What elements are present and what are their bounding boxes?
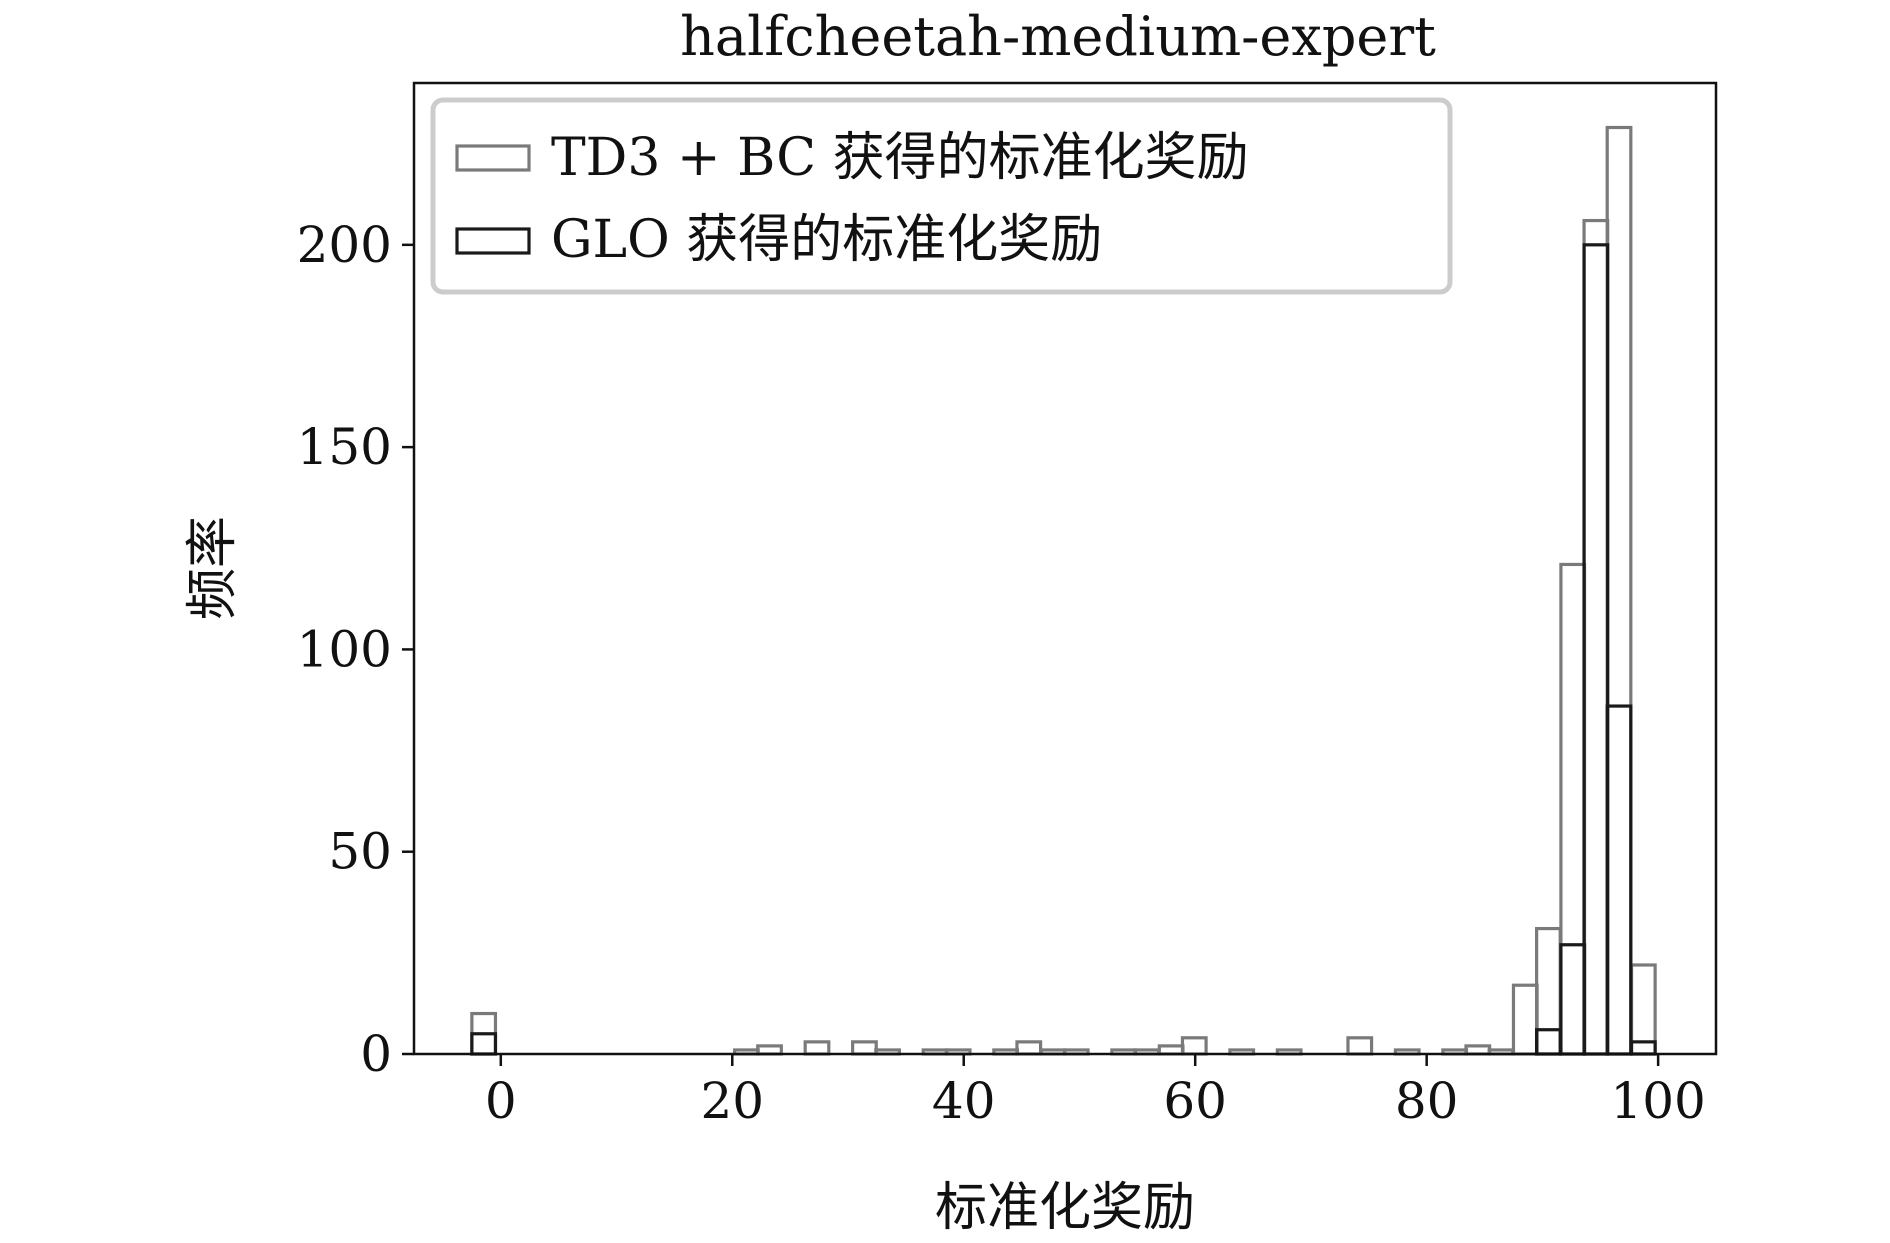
bar-series-0-bin-18	[1346, 1036, 1374, 1056]
bar-series-1-bin-4	[1605, 704, 1633, 1056]
y-tick-label-200: 200	[297, 216, 392, 274]
bar-series-0-bin-27	[1605, 125, 1633, 1056]
legend: TD3 + BC 获得的标准化奖励 GLO 获得的标准化奖励	[430, 97, 1453, 295]
legend-swatch-td3-bc	[455, 144, 531, 172]
bar-series-1-bin-0	[470, 1032, 498, 1056]
x-tick-label-60: 60	[1163, 1072, 1227, 1130]
legend-swatch-glo	[455, 227, 531, 255]
y-axis-label: 频率	[183, 516, 243, 620]
x-tick-label-80: 80	[1395, 1072, 1459, 1130]
bar-series-0-bin-3	[803, 1040, 831, 1056]
bar-series-0-bin-15	[1180, 1036, 1208, 1056]
bar-series-0-bin-26	[1582, 218, 1610, 1056]
bar-series-0-bin-24	[1535, 926, 1562, 1056]
x-tick-label-20: 20	[700, 1072, 764, 1130]
chart-title: halfcheetah-medium-expert	[680, 5, 1436, 68]
bar-series-0-bin-25	[1559, 562, 1587, 1056]
bar-series-1-bin-2	[1559, 943, 1587, 1056]
y-tick-label-0: 0	[360, 1025, 392, 1083]
x-tick-label-100: 100	[1610, 1072, 1705, 1130]
x-axis-label: 标准化奖励	[935, 1178, 1195, 1238]
y-axis: 0 50 100 150 200	[297, 216, 414, 1083]
y-tick-label-150: 150	[297, 418, 392, 476]
bar-series-1-bin-5	[1629, 1040, 1657, 1056]
legend-frame	[430, 97, 1453, 295]
legend-label-td3-bc: TD3 + BC 获得的标准化奖励	[551, 128, 1249, 188]
x-tick-label-0: 0	[485, 1072, 517, 1130]
bar-series-0-bin-4	[851, 1040, 878, 1056]
x-tick-label-40: 40	[932, 1072, 996, 1130]
y-tick-label-100: 100	[297, 620, 392, 678]
bar-series-1-bin-3	[1582, 243, 1610, 1056]
legend-label-glo: GLO 获得的标准化奖励	[551, 210, 1102, 270]
y-tick-label-50: 50	[328, 823, 392, 881]
x-axis: 0 20 40 60 80 100	[485, 1054, 1706, 1130]
plot-frame	[412, 81, 1718, 1056]
bar-series-1-bin-1	[1535, 1028, 1562, 1056]
bar-series-0-bin-23	[1511, 983, 1539, 1056]
bar-series-0-bin-9	[1015, 1040, 1043, 1056]
